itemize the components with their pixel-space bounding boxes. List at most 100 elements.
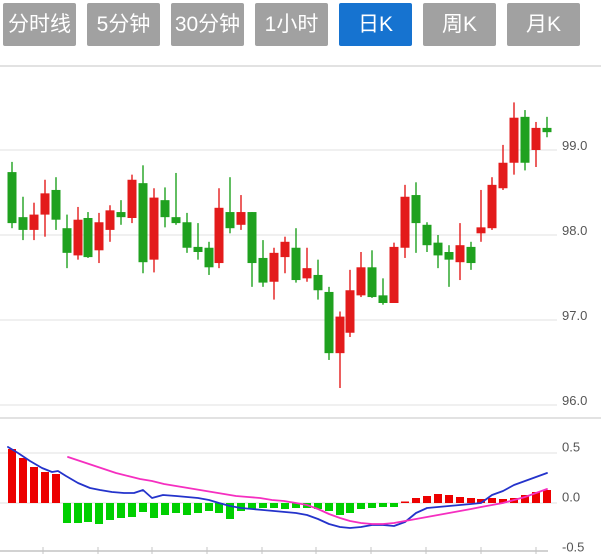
- macd-bar: [259, 503, 267, 508]
- macd-bar: [412, 498, 420, 503]
- candle-body: [444, 252, 454, 260]
- macd-bar: [499, 499, 507, 503]
- macd-bar: [84, 503, 92, 522]
- candle-body: [345, 290, 355, 333]
- candle-body: [160, 200, 170, 218]
- macd-bar: [357, 503, 365, 509]
- macd-bar: [521, 495, 529, 503]
- candle-body: [51, 189, 61, 220]
- price-axis-label: 98.0: [562, 223, 587, 238]
- price-axis-label: 99.0: [562, 138, 587, 153]
- candle-body: [487, 184, 497, 229]
- macd-bar: [52, 474, 60, 503]
- candle-body: [171, 217, 181, 224]
- candle-body: [94, 222, 104, 251]
- macd-axis-label: -0.5: [562, 540, 584, 555]
- x-axis: [0, 547, 548, 554]
- tab-5min[interactable]: 5分钟: [87, 3, 160, 46]
- macd-bar: [368, 503, 376, 508]
- tab-monthly-k[interactable]: 月K: [507, 3, 580, 46]
- macd-gridlines: 0.5 0.0 -0.5: [0, 440, 584, 555]
- macd-bar: [456, 497, 464, 503]
- candle-body: [455, 245, 465, 263]
- macd-bar: [543, 490, 551, 503]
- candle-body: [280, 241, 290, 258]
- candle-body: [18, 217, 28, 230]
- candle-body: [269, 252, 279, 282]
- macd-bar: [434, 494, 442, 503]
- candle-body: [258, 257, 268, 283]
- candle-body: [335, 316, 345, 354]
- macd-bar: [477, 499, 485, 503]
- candle-body: [236, 212, 246, 225]
- candle-body: [466, 246, 476, 264]
- macd-bar: [445, 495, 453, 503]
- candle-body: [7, 172, 17, 224]
- macd-bar: [41, 472, 49, 503]
- candle-body: [291, 247, 301, 281]
- tab-30min[interactable]: 30分钟: [171, 3, 244, 46]
- macd-bar: [95, 503, 103, 524]
- tab-weekly-k[interactable]: 周K: [423, 3, 496, 46]
- macd-bar: [226, 503, 234, 519]
- macd-bar: [379, 503, 387, 507]
- macd-bar: [161, 503, 169, 515]
- candle-body: [247, 212, 257, 264]
- macd-bar: [194, 503, 202, 513]
- candle-body: [40, 193, 50, 215]
- macd-bar: [237, 503, 245, 511]
- macd-histogram: [8, 449, 551, 524]
- macd-bar: [270, 503, 278, 508]
- candle-body: [127, 179, 137, 218]
- candle-body: [476, 227, 486, 234]
- candle-body: [378, 295, 388, 303]
- candle-body: [367, 267, 377, 298]
- dif-line: [7, 446, 548, 529]
- macd-bar: [336, 503, 344, 515]
- candle-body: [324, 291, 334, 354]
- macd-bar: [183, 503, 191, 515]
- macd-bar: [467, 498, 475, 503]
- candle-body: [302, 268, 312, 279]
- macd-bar: [292, 503, 300, 508]
- candle-body: [204, 247, 214, 268]
- macd-bar: [205, 503, 213, 511]
- macd-bar: [8, 449, 16, 503]
- macd-bar: [314, 503, 322, 509]
- price-axis-label: 97.0: [562, 308, 587, 323]
- dea-line: [67, 456, 548, 525]
- candle-body: [313, 274, 323, 291]
- candle-body: [356, 267, 366, 296]
- candlesticks: [7, 102, 552, 388]
- candle-body: [214, 207, 224, 264]
- candle-body: [509, 117, 519, 163]
- macd-bar: [106, 503, 114, 520]
- candle-body: [542, 127, 552, 133]
- candle-body: [83, 218, 93, 258]
- macd-axis-label: 0.5: [562, 440, 580, 455]
- tab-minute-line[interactable]: 分时线: [3, 3, 76, 46]
- macd-bar: [390, 503, 398, 507]
- candle-body: [193, 246, 203, 252]
- candle-body: [411, 195, 421, 224]
- candle-body: [520, 116, 530, 163]
- price-gridlines: 99.0 98.0 97.0 96.0: [0, 65, 601, 419]
- candle-body: [138, 183, 148, 263]
- macd-bar: [128, 503, 136, 517]
- macd-bar: [401, 501, 409, 503]
- tab-daily-k[interactable]: 日K: [339, 3, 412, 46]
- candle-body: [498, 162, 508, 189]
- macd-bar: [63, 503, 71, 523]
- candle-body: [400, 196, 410, 248]
- macd-bar: [325, 503, 333, 511]
- macd-bar: [488, 498, 496, 503]
- macd-bar: [117, 503, 125, 518]
- tab-1hour[interactable]: 1小时: [255, 3, 328, 46]
- macd-bar: [346, 503, 354, 513]
- candle-body: [433, 242, 443, 256]
- candle-body: [531, 127, 541, 150]
- macd-bar: [19, 458, 27, 503]
- macd-bar: [139, 503, 147, 512]
- macd-bar: [215, 503, 223, 513]
